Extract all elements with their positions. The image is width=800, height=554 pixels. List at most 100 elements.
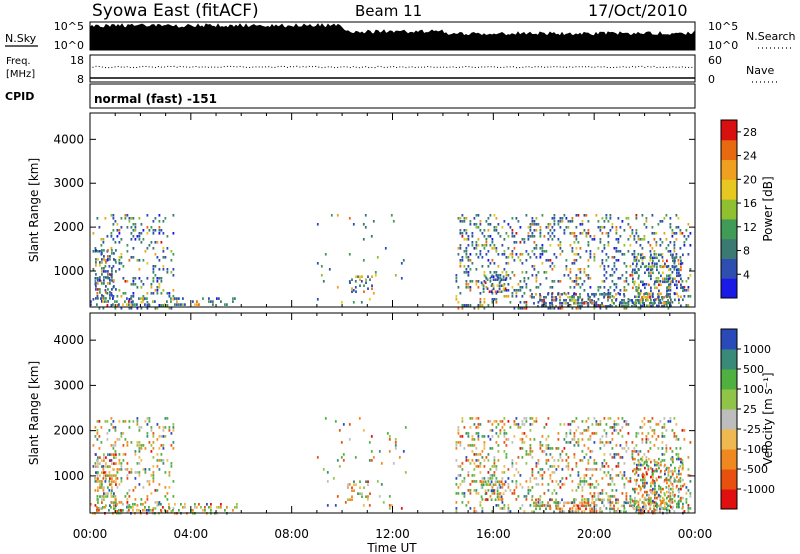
vel-echo-cell — [635, 483, 638, 486]
power-echo-cell — [359, 275, 361, 278]
power-echo-cell — [635, 299, 637, 302]
power-echo-cell — [597, 286, 600, 289]
power-echo-cell — [469, 280, 472, 283]
vel-echo-cell — [658, 493, 660, 497]
vel-echo-cell — [583, 483, 586, 486]
power-echo-cell — [527, 232, 530, 235]
vel-echo-cell — [479, 423, 482, 426]
vel-echo-cell — [676, 502, 678, 506]
power-echo-cell — [535, 293, 537, 296]
power-echo-cell — [672, 277, 674, 281]
power-echo-cell — [507, 274, 510, 277]
power-echo-cell — [678, 280, 680, 284]
power-echo-cell — [124, 280, 127, 283]
vel-echo-cell — [467, 432, 470, 435]
power-echo-cell — [491, 301, 494, 304]
velocity-colorbar-tick: 25 — [743, 403, 757, 416]
power-echo-cell — [535, 247, 538, 250]
vel-echo-cell — [669, 480, 672, 483]
vel-echo-cell — [653, 483, 656, 486]
vel-echo-cell — [479, 465, 482, 468]
vel-echo-cell — [152, 465, 155, 468]
power-echo-cell — [665, 247, 668, 250]
power-echo-cell — [140, 280, 143, 283]
power-echo-cell — [150, 241, 153, 244]
power-echo-cell — [553, 220, 556, 223]
power-echo-cell — [632, 286, 634, 290]
power-echo-cell — [98, 226, 101, 229]
vel-echo-cell — [220, 506, 222, 509]
power-echo-cell — [154, 253, 157, 256]
vel-echo-cell — [535, 501, 537, 505]
vel-echo-cell — [673, 477, 676, 480]
vel-echo-cell — [394, 447, 397, 450]
power-echo-cell — [683, 241, 686, 244]
power-echo-cell — [669, 241, 672, 244]
power-echo-cell — [545, 277, 548, 280]
vel-echo-cell — [115, 456, 117, 459]
power-echo-cell — [118, 262, 121, 265]
power-echo-cell — [601, 262, 604, 265]
vel-echo-cell — [481, 507, 484, 510]
vel-echo-cell — [365, 480, 367, 483]
vel-echo-cell — [533, 420, 536, 423]
power-echo-cell — [571, 250, 574, 253]
vel-echo-cell — [511, 465, 514, 468]
power-echo-cell — [517, 283, 520, 286]
power-echo-cell — [676, 286, 678, 290]
vel-echo-cell — [666, 490, 668, 494]
power-echo-cell — [481, 283, 484, 286]
power-echo-cell — [615, 283, 618, 286]
vel-echo-cell — [483, 435, 486, 438]
vel-echo-cell — [669, 447, 672, 450]
power-echo-cell — [492, 284, 495, 287]
power-echo-cell — [638, 259, 640, 263]
vel-echo-cell — [619, 456, 622, 459]
power-echo-cell — [539, 226, 542, 229]
vel-echo-cell — [603, 444, 606, 447]
vel-echo-cell — [122, 444, 125, 447]
vel-echo-cell — [156, 465, 159, 468]
vel-echo-cell — [370, 435, 373, 438]
vel-echo-cell — [158, 426, 161, 429]
time-tick-label: 20:00 — [577, 527, 612, 541]
power-echo-cell — [682, 286, 684, 290]
vel-echo-cell — [589, 507, 591, 511]
vel-echo-cell — [645, 498, 647, 502]
power-echo-cell — [603, 296, 605, 299]
vel-echo-cell — [659, 420, 662, 423]
vel-echo-cell — [128, 426, 131, 429]
vel-echo-cell — [487, 435, 490, 438]
power-echo-cell — [103, 258, 105, 261]
power-echo-cell — [154, 229, 157, 232]
power-echo-cell — [196, 303, 198, 306]
vel-echo-cell — [668, 478, 670, 482]
vel-echo-cell — [502, 492, 505, 495]
power-echo-cell — [134, 229, 137, 232]
vel-echo-cell — [677, 438, 680, 441]
vel-echo-cell — [593, 417, 596, 420]
power-echo-cell — [483, 301, 486, 304]
power-echo-cell — [116, 223, 119, 226]
power-echo-cell — [674, 259, 676, 263]
vel-echo-cell — [609, 483, 612, 486]
power-echo-cell — [513, 259, 516, 262]
power-echo-cell — [666, 277, 668, 281]
power-echo-cell — [172, 214, 175, 217]
power-echo-cell — [683, 286, 686, 289]
power-echo-cell — [479, 298, 482, 301]
power-echo-cell — [565, 299, 567, 302]
power-echo-cell — [465, 286, 468, 289]
power-echo-cell — [519, 259, 522, 262]
vel-echo-cell — [362, 504, 365, 507]
power-echo-cell — [621, 305, 623, 308]
power-echo-cell — [565, 259, 568, 262]
power-echo-cell — [498, 284, 501, 287]
power-echo-cell — [685, 229, 688, 232]
power-echo-cell — [567, 302, 569, 305]
power-echo-cell — [535, 274, 538, 277]
vel-echo-cell — [621, 417, 624, 420]
vel-echo-cell — [126, 506, 128, 509]
power-echo-cell — [491, 241, 494, 244]
